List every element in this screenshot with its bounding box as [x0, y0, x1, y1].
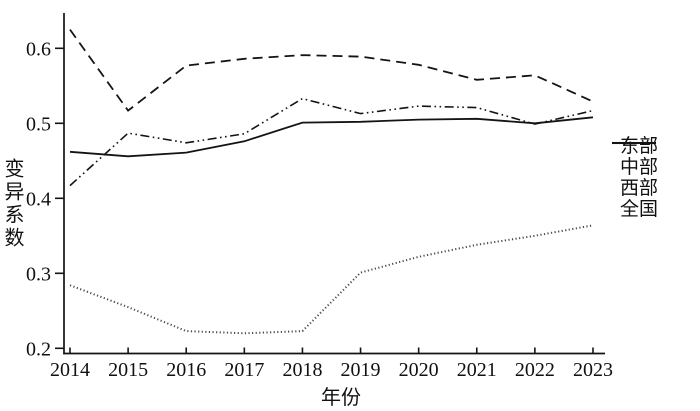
y-tick-label: 0.4 [26, 188, 51, 210]
legend-label-central: 中部 [620, 157, 659, 178]
legend-line-sample-national [612, 142, 656, 144]
x-tick-label: 2016 [166, 359, 206, 381]
series-line-east [69, 29, 594, 112]
x-tick-label: 2019 [341, 359, 381, 381]
x-tick-label: 2018 [282, 359, 322, 381]
legend-item-central: 中部 [612, 141, 659, 178]
series-line-central [69, 224, 594, 335]
series-line-national [69, 116, 594, 158]
x-tick-label: 2015 [108, 359, 148, 381]
x-tick-label: 2023 [573, 359, 613, 381]
y-tick-label: 0.3 [26, 263, 51, 285]
series-line-west [69, 97, 594, 187]
legend-label-east: 东部 [620, 136, 659, 157]
x-tick-label: 2022 [515, 359, 555, 381]
legend: 东部 中部 西部 全国 [612, 136, 658, 220]
y-axis-title: 变异系数 [1, 158, 23, 250]
x-axis-title: 年份 [321, 387, 361, 409]
x-tick-label: 2020 [399, 359, 439, 381]
y-tick-label: 0.6 [26, 38, 51, 60]
legend-item-national: 全国 [612, 142, 659, 220]
x-tick-label: 2021 [457, 359, 497, 381]
legend-item-west: 西部 [612, 142, 659, 199]
y-tick-label: 0.5 [26, 113, 51, 135]
x-tick-label: 2017 [224, 359, 264, 381]
x-tick-label: 2014 [50, 359, 90, 381]
legend-label-west: 西部 [620, 178, 659, 199]
legend-label-national: 全国 [620, 199, 659, 220]
y-tick-label: 0.2 [26, 338, 51, 360]
